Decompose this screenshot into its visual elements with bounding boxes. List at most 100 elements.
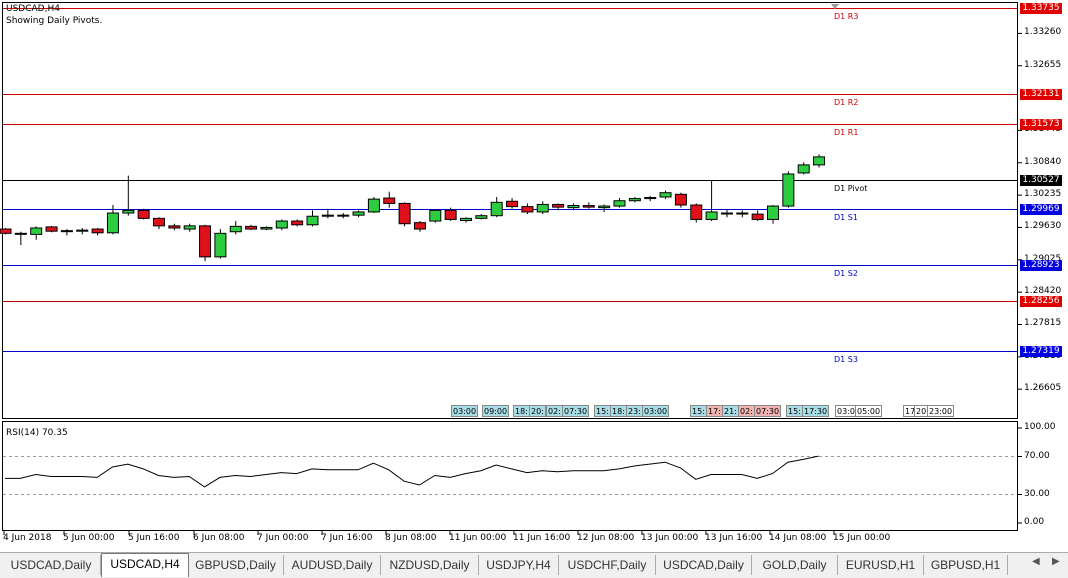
- price-tick-label: 1.28420: [1024, 286, 1062, 297]
- session-time-box: 02:: [546, 405, 563, 417]
- session-time-box: 15:: [690, 405, 707, 417]
- bear-candle: [91, 228, 104, 234]
- bear-candle: [444, 209, 457, 220]
- time-tick-label: 4 Jun 2018: [3, 533, 52, 543]
- bull-candle: [367, 198, 380, 213]
- pivot-label: D1 S2: [834, 268, 858, 278]
- bear-candle: [199, 225, 212, 258]
- pivot-label: D1 R3: [834, 11, 859, 21]
- tabs-scroll-right-icon[interactable]: ▶: [1052, 556, 1060, 567]
- bear-candle: [751, 213, 764, 220]
- pivot-price-tag: 1.30527: [1020, 174, 1062, 186]
- chart-tab[interactable]: GBPUSD,H1: [924, 555, 1008, 575]
- time-tick-label: 5 Jun 00:00: [63, 533, 115, 543]
- time-tick-label: 15 Jun 00:00: [833, 533, 891, 543]
- bull-candle: [60, 230, 73, 233]
- chart-tab[interactable]: EURUSD,H1: [838, 555, 924, 575]
- price-tick-label: 1.32655: [1024, 59, 1062, 70]
- bull-candle: [275, 220, 288, 229]
- bull-candle: [76, 229, 89, 232]
- session-time-box: 20:: [529, 405, 546, 417]
- rsi-tick-label: 30.00: [1024, 488, 1050, 499]
- scroll-marker-icon: [831, 4, 839, 9]
- price-tick-label: 1.33260: [1024, 27, 1062, 38]
- time-tick-label: 6 Jun 08:00: [193, 533, 245, 543]
- bull-candle: [490, 201, 503, 217]
- bull-candle: [321, 214, 334, 217]
- pivot-price-tag: 1.28256: [1020, 295, 1062, 307]
- chart-tab[interactable]: USDJPY,H4: [479, 555, 559, 575]
- pivot-price-tag: 1.28923: [1020, 259, 1062, 271]
- bull-candle: [183, 225, 196, 230]
- bear-candle: [245, 225, 258, 230]
- bull-candle: [352, 211, 365, 216]
- bull-candle: [460, 217, 472, 222]
- chart-tab[interactable]: GBPUSD,Daily: [188, 555, 284, 575]
- bear-candle: [521, 206, 534, 213]
- rsi-tick-label: 0.00: [1024, 517, 1045, 527]
- bear-candle: [153, 217, 165, 227]
- chart-tab[interactable]: USDCAD,Daily: [656, 555, 752, 575]
- bull-candle: [644, 197, 657, 200]
- chart-tab[interactable]: USDCAD,H4: [101, 553, 189, 577]
- pivot-label: D1 S1: [834, 212, 858, 222]
- rsi-line: [5, 455, 819, 488]
- bear-candle: [0, 228, 12, 234]
- bear-candle: [506, 200, 519, 208]
- bull-candle: [214, 232, 227, 258]
- price-chart-canvas[interactable]: [0, 0, 1068, 552]
- time-tick-label: 7 Jun 16:00: [321, 533, 373, 543]
- bear-candle: [582, 205, 595, 208]
- session-time-box: 18:: [610, 405, 627, 417]
- bull-candle: [106, 212, 119, 234]
- bull-candle: [229, 225, 242, 233]
- pivot-price-tag: 1.27319: [1020, 345, 1062, 357]
- time-tick-label: 12 Jun 08:00: [577, 533, 635, 543]
- time-tick-label: 13 Jun 16:00: [705, 533, 763, 543]
- bull-candle: [260, 226, 273, 230]
- session-time-box: 23:: [626, 405, 643, 417]
- rsi-tick-label: 100.00: [1024, 422, 1056, 432]
- bull-candle: [337, 214, 350, 217]
- pivot-price-tag: 1.32131: [1020, 88, 1062, 100]
- price-tick-label: 1.29025: [1024, 254, 1061, 264]
- pivot-price-tag: 1.31573: [1020, 118, 1062, 130]
- pivot-price-tag: 1.29969: [1020, 203, 1062, 215]
- pivot-label: D1 R1: [834, 127, 859, 137]
- time-tick-label: 7 Jun 00:00: [257, 533, 309, 543]
- bear-candle: [45, 226, 58, 232]
- chart-tab-bar: USDCAD,Daily USDCAD,H4 GBPUSD,Daily AUDUSD,…: [0, 552, 1068, 578]
- price-chart-pane[interactable]: [2, 2, 1018, 419]
- pivot-label: D1 R2: [834, 97, 859, 107]
- chart-tab[interactable]: NZDUSD,Daily: [381, 555, 479, 575]
- rsi-pane[interactable]: [2, 421, 1018, 531]
- price-tick-label: 1.30235: [1024, 189, 1062, 200]
- chart-tab[interactable]: USDCAD,Daily: [2, 555, 101, 575]
- bull-candle: [14, 232, 27, 235]
- bear-candle: [690, 204, 703, 220]
- bull-candle: [813, 156, 826, 166]
- bull-candle: [659, 192, 672, 198]
- bull-candle: [475, 215, 488, 219]
- bull-candle: [797, 164, 810, 174]
- session-time-box: 15:: [786, 405, 803, 417]
- time-tick-label: 11 Jun 16:00: [513, 533, 571, 543]
- chart-tab[interactable]: AUDUSD,Daily: [284, 555, 381, 575]
- session-time-box: 15:: [594, 405, 611, 417]
- bull-candle: [705, 211, 718, 220]
- bull-candle: [613, 200, 626, 207]
- chart-tab[interactable]: USDCHF,Daily: [559, 555, 656, 575]
- rsi-tick-label: 70.00: [1024, 450, 1050, 461]
- time-tick-label: 13 Jun 00:00: [641, 533, 699, 543]
- pivot-label: D1 S3: [834, 354, 858, 364]
- chart-tab[interactable]: GOLD,Daily: [752, 555, 838, 575]
- price-tick-label: 1.29630: [1024, 221, 1062, 232]
- price-tick-label: 1.26605: [1024, 383, 1062, 394]
- session-time-box: 23:00: [927, 405, 955, 417]
- session-time-box: 09:00: [482, 405, 510, 417]
- tabs-scroll-left-icon[interactable]: ◀: [1032, 556, 1040, 567]
- bull-candle: [782, 173, 795, 207]
- session-time-box: 03:00: [451, 405, 479, 417]
- bear-candle: [398, 202, 411, 225]
